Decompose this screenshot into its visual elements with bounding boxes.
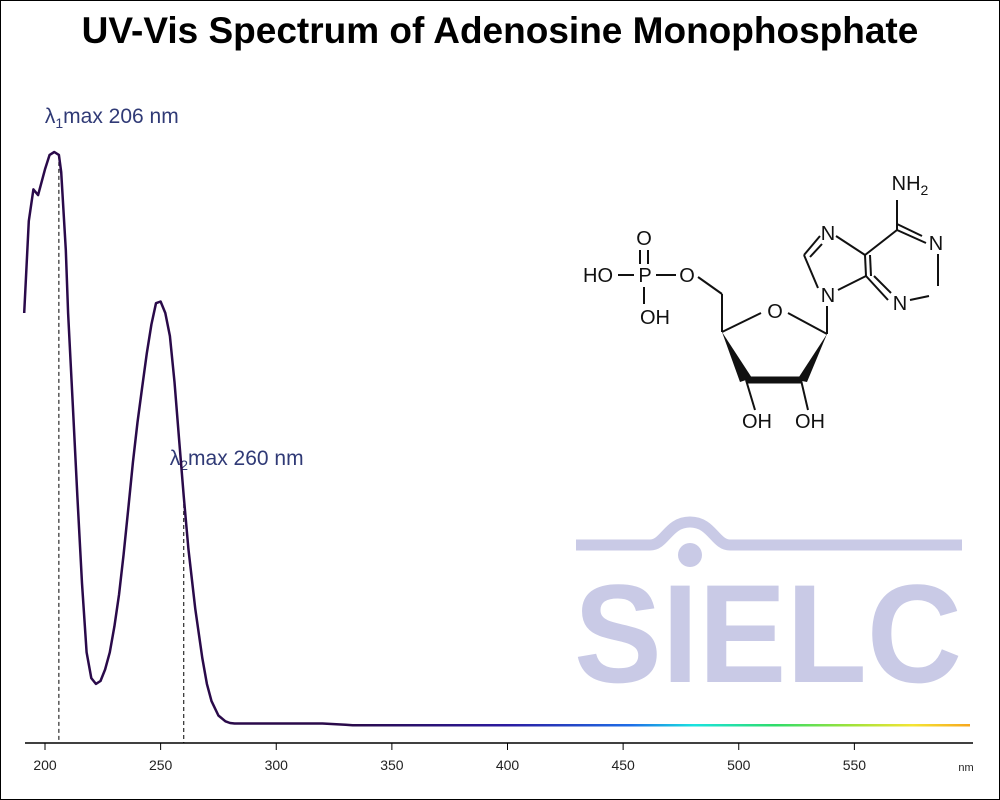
atom-ho: HO [583,265,613,287]
atom-oh-2: OH [742,411,772,433]
atom-n1: N [929,233,943,255]
logo-wave [576,516,962,551]
atom-n3: N [893,293,907,315]
x-tick-label: 450 [611,757,635,773]
x-tick-label: 200 [33,757,57,773]
x-axis-ticks: 200 250 300 350 400 450 500 550 [33,743,866,773]
atom-oh-phosphate: OH [640,307,670,329]
atom-n7: N [821,223,835,245]
atom-nh2: NH2 [892,173,929,198]
peak-label: λ1max 206 nm [45,105,179,131]
logo-dot [678,543,702,567]
spectrum-series-line [22,150,970,727]
x-tick-label: 350 [380,757,404,773]
logo-text: SIELC [574,555,962,712]
peak-label: λ2max 260 nm [170,447,304,473]
sielc-logo: SIELC [574,516,962,712]
amp-structure: O HO P O OH O OH OH N N N N NH2 [583,173,943,433]
atom-oh-3: OH [795,411,825,433]
chart-title: UV-Vis Spectrum of Adenosine Monophospha… [81,10,919,51]
x-axis-unit: nm [958,762,973,774]
atom-o-double: O [636,228,652,250]
atom-p: P [638,265,651,287]
atom-o-ring: O [767,301,783,323]
x-tick-label: 550 [843,757,867,773]
x-tick-label: 500 [727,757,751,773]
x-tick-label: 250 [149,757,173,773]
atom-n9: N [821,285,835,307]
atom-o-ester: O [679,265,695,287]
x-tick-label: 400 [496,757,520,773]
x-tick-label: 300 [265,757,289,773]
peak-annotations: λ1max 206 nm λ2max 260 nm [45,105,304,743]
